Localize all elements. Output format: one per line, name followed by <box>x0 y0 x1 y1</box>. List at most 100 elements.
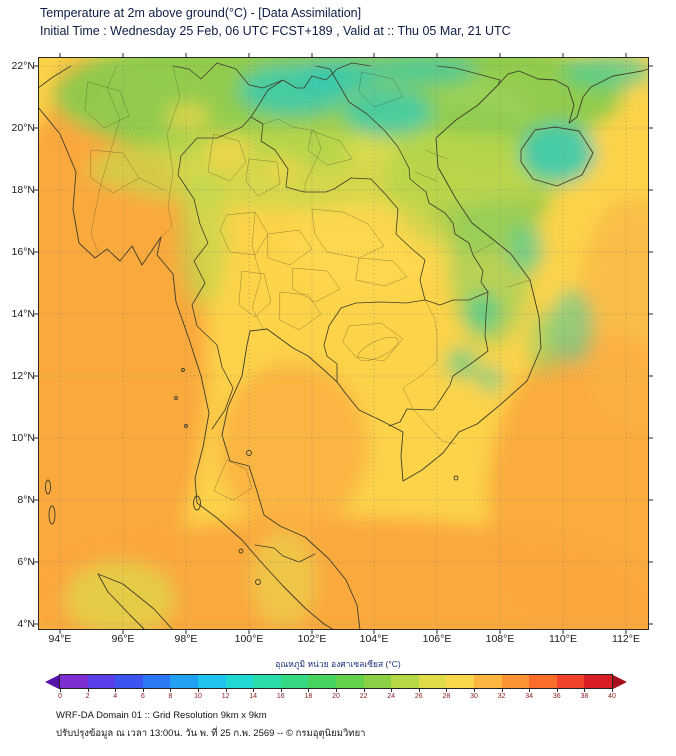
country-borders <box>38 62 501 563</box>
colorbar-segment <box>308 675 336 688</box>
lat-tick-label: 4°N <box>17 618 35 630</box>
colorbar-segment <box>253 675 281 688</box>
lat-tick-label: 10°N <box>11 432 35 444</box>
colorbar-tickmark <box>280 689 282 692</box>
colorbar-tick-label: 2 <box>85 693 90 700</box>
colorbar-segment <box>584 675 612 688</box>
lat-tick-label: 22°N <box>11 60 35 72</box>
colorbar-segment <box>87 675 116 688</box>
colorbar-segment <box>391 675 419 688</box>
colorbar-strip <box>59 674 613 689</box>
colorbar-tick-label: 18 <box>304 693 313 700</box>
lon-tick-label: 106°E <box>422 633 452 645</box>
colorbar-tickmark <box>363 689 365 692</box>
colorbar-tickmark <box>446 689 448 692</box>
lat-tick-label: 20°N <box>11 122 35 134</box>
lat-tick-label: 16°N <box>11 246 35 258</box>
colorbar-tickmark <box>612 689 613 692</box>
colorbar-tickmark <box>556 689 558 692</box>
colorbar-tickmark <box>142 689 144 692</box>
coastlines <box>38 68 649 630</box>
colorbar-tick-label: 6 <box>140 693 145 700</box>
axis-ticks <box>34 53 653 634</box>
colorbar-tick-label: 36 <box>552 693 561 700</box>
lat-tick-label: 12°N <box>11 370 35 382</box>
colorbar-title: อุณหภูมิ หน่วย องศาเซลเซียส (°C) <box>275 659 401 669</box>
colorbar-tickmark <box>170 689 172 692</box>
colorbar-tick-label: 26 <box>414 693 423 700</box>
colorbar-segment <box>142 675 171 688</box>
colorbar-left-arrow <box>45 674 59 689</box>
colorbar-segment <box>363 675 392 688</box>
lat-tick-label: 6°N <box>17 556 35 568</box>
colorbar-segment <box>197 675 226 688</box>
colorbar-segment <box>60 675 88 688</box>
colorbar-tickmark <box>87 689 89 692</box>
colorbar-tickmark <box>501 689 503 692</box>
colorbar-tickmark <box>60 689 61 692</box>
colorbar-tick-label: 0 <box>58 693 62 700</box>
lon-tick-label: 108°E <box>485 633 515 645</box>
colorbar-tick-label: 24 <box>387 693 396 700</box>
colorbar-tick-label: 30 <box>470 693 478 700</box>
colorbar-tickmark <box>529 689 531 692</box>
lon-tick-label: 112°E <box>612 633 640 645</box>
colorbar-tick-label: 10 <box>194 693 202 700</box>
colorbar-tickmark <box>115 689 117 692</box>
colorbar-tick-label: 34 <box>525 693 534 700</box>
colorbar-segment <box>335 675 364 688</box>
colorbar-tickmark <box>253 689 255 692</box>
footer-update-info: ปรับปรุงข้อมูล ณ เวลา 13:00น. วัน พ. ที่… <box>56 728 366 739</box>
footer-domain-info: WRF-DA Domain 01 :: Grid Resolution 9km … <box>56 710 267 721</box>
lon-tick-label: 104°E <box>359 633 389 645</box>
lat-tick-label: 8°N <box>17 494 35 506</box>
colorbar <box>45 674 627 689</box>
colorbar-segment <box>501 675 530 688</box>
colorbar-segment <box>280 675 309 688</box>
boundaries-layer <box>38 62 649 630</box>
lon-tick-label: 98°E <box>174 633 198 645</box>
colorbar-tick-label: 38 <box>580 693 589 700</box>
colorbar-right-arrow <box>612 674 627 689</box>
colorbar-tick-label: 40 <box>608 693 616 700</box>
lat-tick-label: 14°N <box>11 308 35 320</box>
map-frame <box>38 57 649 630</box>
colorbar-tick-label: 16 <box>276 693 285 700</box>
colorbar-tickmark <box>225 689 227 692</box>
colorbar-tick-label: 12 <box>221 693 230 700</box>
colorbar-tick-label: 28 <box>442 693 451 700</box>
page-subtitle: Initial Time : Wednesday 25 Feb, 06 UTC … <box>40 24 511 38</box>
lon-tick-label: 100°E <box>234 633 264 645</box>
colorbar-tickmark <box>391 689 393 692</box>
lat-tick-label: 18°N <box>11 184 35 196</box>
map-svg <box>34 53 653 634</box>
colorbar-tick-label: 32 <box>497 693 506 700</box>
colorbar-segment <box>529 675 557 688</box>
colorbar-segment <box>473 675 502 688</box>
rivers <box>90 65 457 445</box>
colorbar-tickmark <box>418 689 420 692</box>
colorbar-tick-label: 8 <box>168 693 173 700</box>
temperature-field <box>38 57 649 630</box>
colorbar-segment <box>418 675 447 688</box>
colorbar-tick-label: 4 <box>113 693 118 700</box>
lon-tick-label: 102°E <box>297 633 327 645</box>
colorbar-tickmark <box>584 689 586 692</box>
colorbar-tick-label: 14 <box>249 693 258 700</box>
colorbar-segment <box>446 675 474 688</box>
page-title: Temperature at 2m above ground(°C) - [Da… <box>40 6 362 20</box>
lon-tick-label: 96°E <box>111 633 135 645</box>
lon-tick-label: 94°E <box>48 633 72 645</box>
colorbar-tick-label: 20 <box>332 693 340 700</box>
colorbar-tickmark <box>336 689 337 692</box>
colorbar-segment <box>115 675 143 688</box>
colorbar-tickmark <box>474 689 475 692</box>
colorbar-tick-label: 22 <box>359 693 368 700</box>
colorbar-tickmark <box>308 689 310 692</box>
colorbar-segment <box>556 675 585 688</box>
colorbar-tickmark <box>198 689 199 692</box>
colorbar-segment <box>170 675 198 688</box>
lon-tick-label: 110°E <box>549 633 577 645</box>
colorbar-segment <box>225 675 254 688</box>
